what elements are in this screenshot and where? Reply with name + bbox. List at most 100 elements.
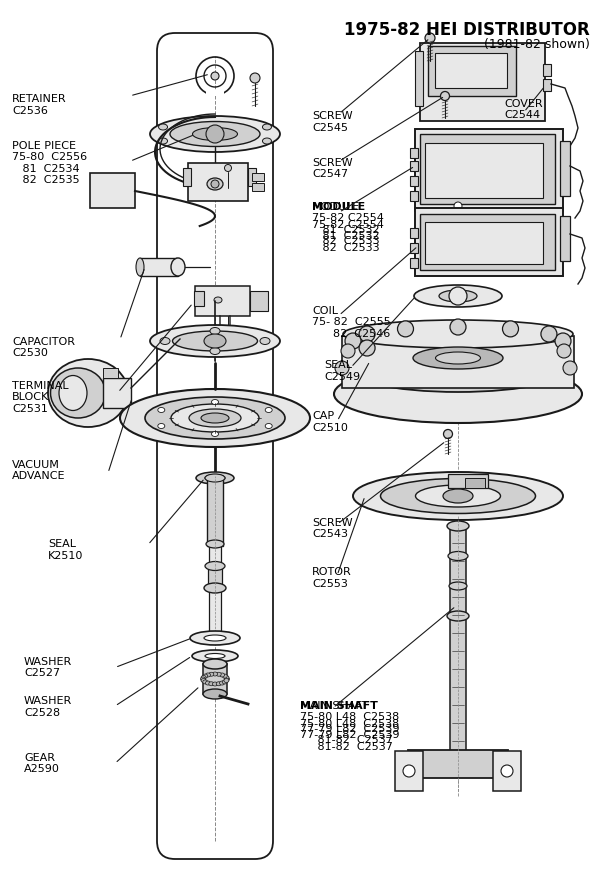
- Bar: [103, 378, 131, 408]
- Ellipse shape: [209, 682, 214, 685]
- Bar: [90, 173, 135, 208]
- Ellipse shape: [205, 681, 211, 685]
- Ellipse shape: [250, 73, 260, 83]
- Text: (1981-82 shown): (1981-82 shown): [484, 38, 590, 51]
- Ellipse shape: [150, 325, 280, 357]
- Bar: [183, 168, 191, 186]
- Bar: [410, 148, 418, 158]
- Ellipse shape: [439, 290, 477, 302]
- Text: CAPACITOR
C2530: CAPACITOR C2530: [12, 337, 75, 358]
- Ellipse shape: [224, 165, 232, 171]
- Ellipse shape: [205, 653, 225, 659]
- Ellipse shape: [200, 677, 205, 681]
- Ellipse shape: [220, 681, 224, 685]
- Ellipse shape: [160, 338, 170, 344]
- Ellipse shape: [414, 285, 502, 307]
- Bar: [248, 168, 256, 186]
- Ellipse shape: [211, 72, 219, 80]
- Ellipse shape: [189, 409, 241, 427]
- Text: MODULE: MODULE: [312, 202, 365, 211]
- Bar: [420, 43, 545, 121]
- Ellipse shape: [190, 631, 240, 645]
- Ellipse shape: [380, 478, 536, 513]
- Ellipse shape: [425, 33, 435, 43]
- Bar: [465, 478, 485, 488]
- Text: 75-80 L48  C2538
77-79 L82  C2539
     81-82  C2537: 75-80 L48 C2538 77-79 L82 C2539 81-82 C2…: [300, 719, 400, 752]
- Ellipse shape: [158, 424, 165, 428]
- Ellipse shape: [205, 475, 225, 481]
- Ellipse shape: [541, 326, 557, 342]
- Ellipse shape: [201, 413, 229, 423]
- Ellipse shape: [209, 672, 214, 676]
- Ellipse shape: [557, 344, 571, 358]
- Ellipse shape: [220, 673, 224, 677]
- Ellipse shape: [210, 348, 220, 355]
- Ellipse shape: [150, 116, 280, 152]
- Ellipse shape: [501, 765, 513, 777]
- Bar: [560, 141, 570, 196]
- Ellipse shape: [447, 611, 469, 621]
- Bar: [425, 222, 543, 264]
- Ellipse shape: [205, 673, 211, 677]
- Ellipse shape: [170, 122, 260, 147]
- Ellipse shape: [203, 674, 208, 678]
- Ellipse shape: [212, 432, 218, 436]
- Ellipse shape: [353, 472, 563, 520]
- Ellipse shape: [555, 333, 571, 349]
- Ellipse shape: [193, 127, 238, 141]
- Bar: [410, 191, 418, 201]
- Ellipse shape: [204, 635, 226, 641]
- Ellipse shape: [503, 321, 518, 337]
- Ellipse shape: [359, 340, 375, 356]
- Bar: [410, 161, 418, 171]
- Text: RETAINER
C2536: RETAINER C2536: [12, 94, 67, 116]
- Ellipse shape: [449, 582, 467, 590]
- Bar: [420, 214, 555, 270]
- Ellipse shape: [447, 521, 469, 531]
- Ellipse shape: [196, 472, 234, 484]
- Bar: [194, 291, 204, 306]
- Ellipse shape: [120, 389, 310, 447]
- Bar: [203, 664, 227, 694]
- Bar: [408, 750, 508, 778]
- Text: TERMINAL
BLOCK
C2531: TERMINAL BLOCK C2531: [12, 381, 68, 414]
- Ellipse shape: [436, 352, 481, 364]
- Text: WASHER
C2527: WASHER C2527: [24, 657, 72, 678]
- Bar: [206, 90, 224, 96]
- Bar: [450, 526, 466, 756]
- Ellipse shape: [171, 404, 259, 432]
- Text: SEAL
C2549: SEAL C2549: [324, 360, 360, 382]
- Ellipse shape: [145, 397, 285, 439]
- Bar: [195, 286, 250, 316]
- Ellipse shape: [403, 765, 415, 777]
- Ellipse shape: [207, 178, 223, 190]
- Text: MAIN SHAFT
75-80 L48  C2538
77-79 L82  C2539
     81-82  C2537: MAIN SHAFT 75-80 L48 C2538 77-79 L82 C25…: [300, 701, 400, 745]
- Bar: [410, 243, 418, 253]
- Ellipse shape: [222, 674, 227, 678]
- Ellipse shape: [443, 489, 473, 503]
- Bar: [103, 368, 118, 378]
- Ellipse shape: [224, 678, 229, 683]
- Ellipse shape: [335, 361, 349, 375]
- Ellipse shape: [211, 180, 219, 188]
- Bar: [428, 46, 516, 96]
- Bar: [415, 129, 563, 211]
- Bar: [208, 564, 222, 588]
- Bar: [420, 134, 555, 204]
- Bar: [140, 258, 178, 276]
- Ellipse shape: [201, 678, 206, 683]
- Ellipse shape: [224, 676, 229, 679]
- Bar: [410, 228, 418, 238]
- Ellipse shape: [214, 297, 222, 303]
- Text: WASHER
C2528: WASHER C2528: [24, 696, 72, 718]
- Text: ROTOR
C2553: ROTOR C2553: [312, 567, 352, 589]
- Bar: [415, 208, 563, 276]
- Ellipse shape: [341, 340, 575, 392]
- Ellipse shape: [158, 408, 165, 412]
- Ellipse shape: [59, 375, 87, 410]
- Text: VACUUM
ADVANCE: VACUUM ADVANCE: [12, 460, 65, 481]
- Bar: [425, 143, 543, 198]
- Ellipse shape: [136, 258, 144, 276]
- Ellipse shape: [206, 125, 224, 143]
- Text: MAIN SHAFT: MAIN SHAFT: [300, 701, 378, 711]
